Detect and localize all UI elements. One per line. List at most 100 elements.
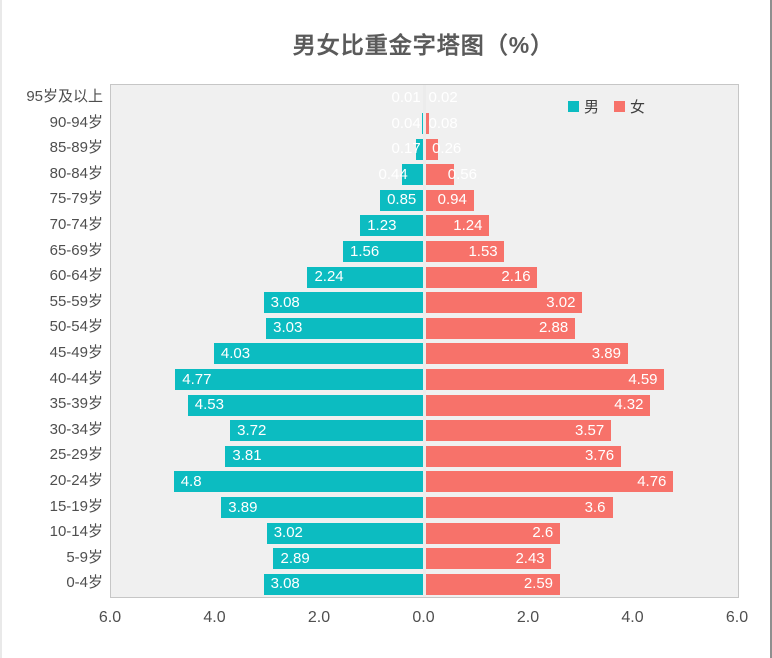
bar-value-label-female: 1.24 [453, 217, 483, 234]
age-group-label: 60-64岁 [49, 267, 103, 285]
age-group-label: 90-94岁 [49, 113, 103, 131]
pyramid-bar-male [225, 445, 425, 467]
bar-value-label-male: 0.04 [391, 114, 421, 132]
bar-value-label-male: 3.08 [270, 293, 300, 311]
bar-value-label-male: 0.01 [391, 89, 421, 106]
age-group-label: 50-54岁 [49, 318, 103, 336]
legend-male-swatch-icon [567, 101, 579, 112]
pyramid-bar-male [360, 215, 425, 237]
bar-value-label-female: 4.32 [614, 396, 644, 414]
x-axis-tick-label: 4.0 [203, 609, 226, 626]
age-group-label: 95岁及以上 [26, 88, 103, 105]
pyramid-bar-female [424, 471, 674, 493]
pyramid-bar-female [424, 343, 628, 365]
pyramid-bar-male [213, 343, 425, 365]
pyramid-bar-male [266, 317, 425, 339]
age-group-label: 10-14岁 [49, 523, 103, 541]
pyramid-bar-female [424, 522, 561, 544]
bar-value-label-female: 0.56 [447, 165, 477, 183]
x-axis-tick-label: 6.0 [725, 609, 749, 626]
pyramid-bar-male [342, 240, 425, 262]
pyramid-bar-female [424, 420, 612, 442]
age-group-label: 45-49岁 [49, 344, 103, 361]
pyramid-bar-male [266, 522, 425, 544]
age-group-label: 55-59岁 [49, 292, 103, 310]
pyramid-bar-male [380, 189, 425, 211]
bar-value-label-male: 3.89 [228, 498, 258, 516]
page-right-edge-line [770, 0, 772, 658]
bar-value-label-male: 3.02 [273, 524, 303, 542]
age-group-label: 5-9岁 [66, 548, 103, 566]
age-group-label: 0-4岁 [66, 574, 103, 592]
pyramid-bar-male [221, 496, 425, 518]
bar-value-label-female: 0.02 [428, 89, 458, 106]
pyramid-bar-male [175, 368, 425, 390]
bar-value-label-male: 0.17 [391, 140, 421, 158]
page-left-edge-line [0, 0, 2, 658]
bar-value-label-male: 4.77 [182, 370, 212, 388]
age-group-label: 65-69岁 [49, 241, 103, 259]
bar-value-label-female: 0.94 [437, 191, 467, 209]
pyramid-bar-female [424, 445, 621, 467]
pyramid-bar-female [424, 292, 583, 314]
bar-value-label-male: 4.8 [180, 473, 202, 490]
age-group-label: 25-29岁 [49, 446, 103, 464]
age-group-label: 75-79岁 [49, 190, 103, 208]
pyramid-bar-female [424, 266, 538, 288]
pyramid-bar-male [263, 292, 425, 314]
x-axis-tick-label: 2.0 [307, 609, 331, 626]
pyramid-bar-female [424, 394, 651, 416]
bar-value-label-female: 3.57 [575, 421, 605, 439]
bar-value-label-female: 2.43 [515, 549, 545, 567]
bar-value-label-male: 4.53 [194, 396, 224, 414]
bar-value-label-male: 0.85 [387, 191, 417, 209]
bar-value-label-male: 1.23 [367, 217, 397, 234]
pyramid-bar-female [424, 548, 552, 570]
bar-value-label-female: 2.59 [523, 575, 554, 593]
bar-value-label-male: 4.03 [220, 345, 251, 362]
bar-value-label-male: 3.03 [273, 319, 303, 337]
pyramid-bar-female [424, 112, 429, 134]
pyramid-bar-female [424, 496, 613, 518]
plot-area: 0.01 0.04 0.17 0.44 0.85 1.23 1.56 2.24 3.08 3.03… [110, 84, 739, 598]
bar-value-label-male: 2.89 [280, 549, 310, 567]
legend-female-label: 女 [629, 99, 645, 116]
legend-female-swatch-icon [613, 101, 625, 112]
bar-value-label-female: 3.76 [584, 447, 615, 465]
pyramid-bar-male [263, 573, 425, 595]
age-group-label: 20-24岁 [49, 472, 103, 489]
pyramid-bar-female [424, 573, 560, 595]
legend-male-label: 男 [583, 99, 599, 116]
bar-value-label-female: 3.89 [591, 345, 621, 362]
pyramid-bar-female [424, 138, 439, 160]
pyramid-bar-male [415, 138, 425, 160]
pyramid-bar-female [424, 164, 454, 186]
bar-value-label-female: 3.6 [584, 498, 606, 516]
pyramid-bar-male [230, 420, 425, 442]
age-group-label: 80-84岁 [49, 164, 103, 182]
pyramid-bar-male [173, 471, 425, 493]
age-group-label: 30-34岁 [49, 420, 103, 438]
age-group-label: 40-44岁 [49, 369, 103, 387]
pyramid-bar-male [401, 164, 425, 186]
bar-value-label-female: 2.6 [532, 524, 554, 542]
x-axis-tick-label: 4.0 [621, 609, 644, 626]
bar-value-label-female: 1.53 [468, 242, 498, 260]
bar-value-label-female: 0.26 [432, 140, 462, 158]
x-axis-tick-label: 0.0 [412, 609, 435, 626]
bar-value-label-female: 2.16 [501, 268, 531, 286]
x-axis-tick-label: 6.0 [98, 609, 122, 626]
legend: 男 女 [567, 96, 645, 117]
age-group-label: 15-19岁 [49, 497, 103, 515]
age-group-label: 85-89岁 [49, 139, 103, 157]
bar-value-label-female: 3.02 [546, 293, 576, 311]
pyramid-bar-female [424, 240, 505, 262]
bars-container: 0.01 0.04 0.17 0.44 0.85 1.23 1.56 2.24 3.08 3.03… [111, 85, 738, 597]
pyramid-bar-female [424, 189, 474, 211]
chart-title: 男女比重金字塔图（%） [292, 32, 555, 58]
bar-value-label-female: 2.88 [538, 319, 569, 337]
x-axis-tick-label: 2.0 [516, 609, 540, 626]
center-axis-line [423, 85, 426, 597]
bar-value-label-male: 1.56 [349, 242, 380, 260]
pyramid-bar-male [187, 394, 425, 416]
